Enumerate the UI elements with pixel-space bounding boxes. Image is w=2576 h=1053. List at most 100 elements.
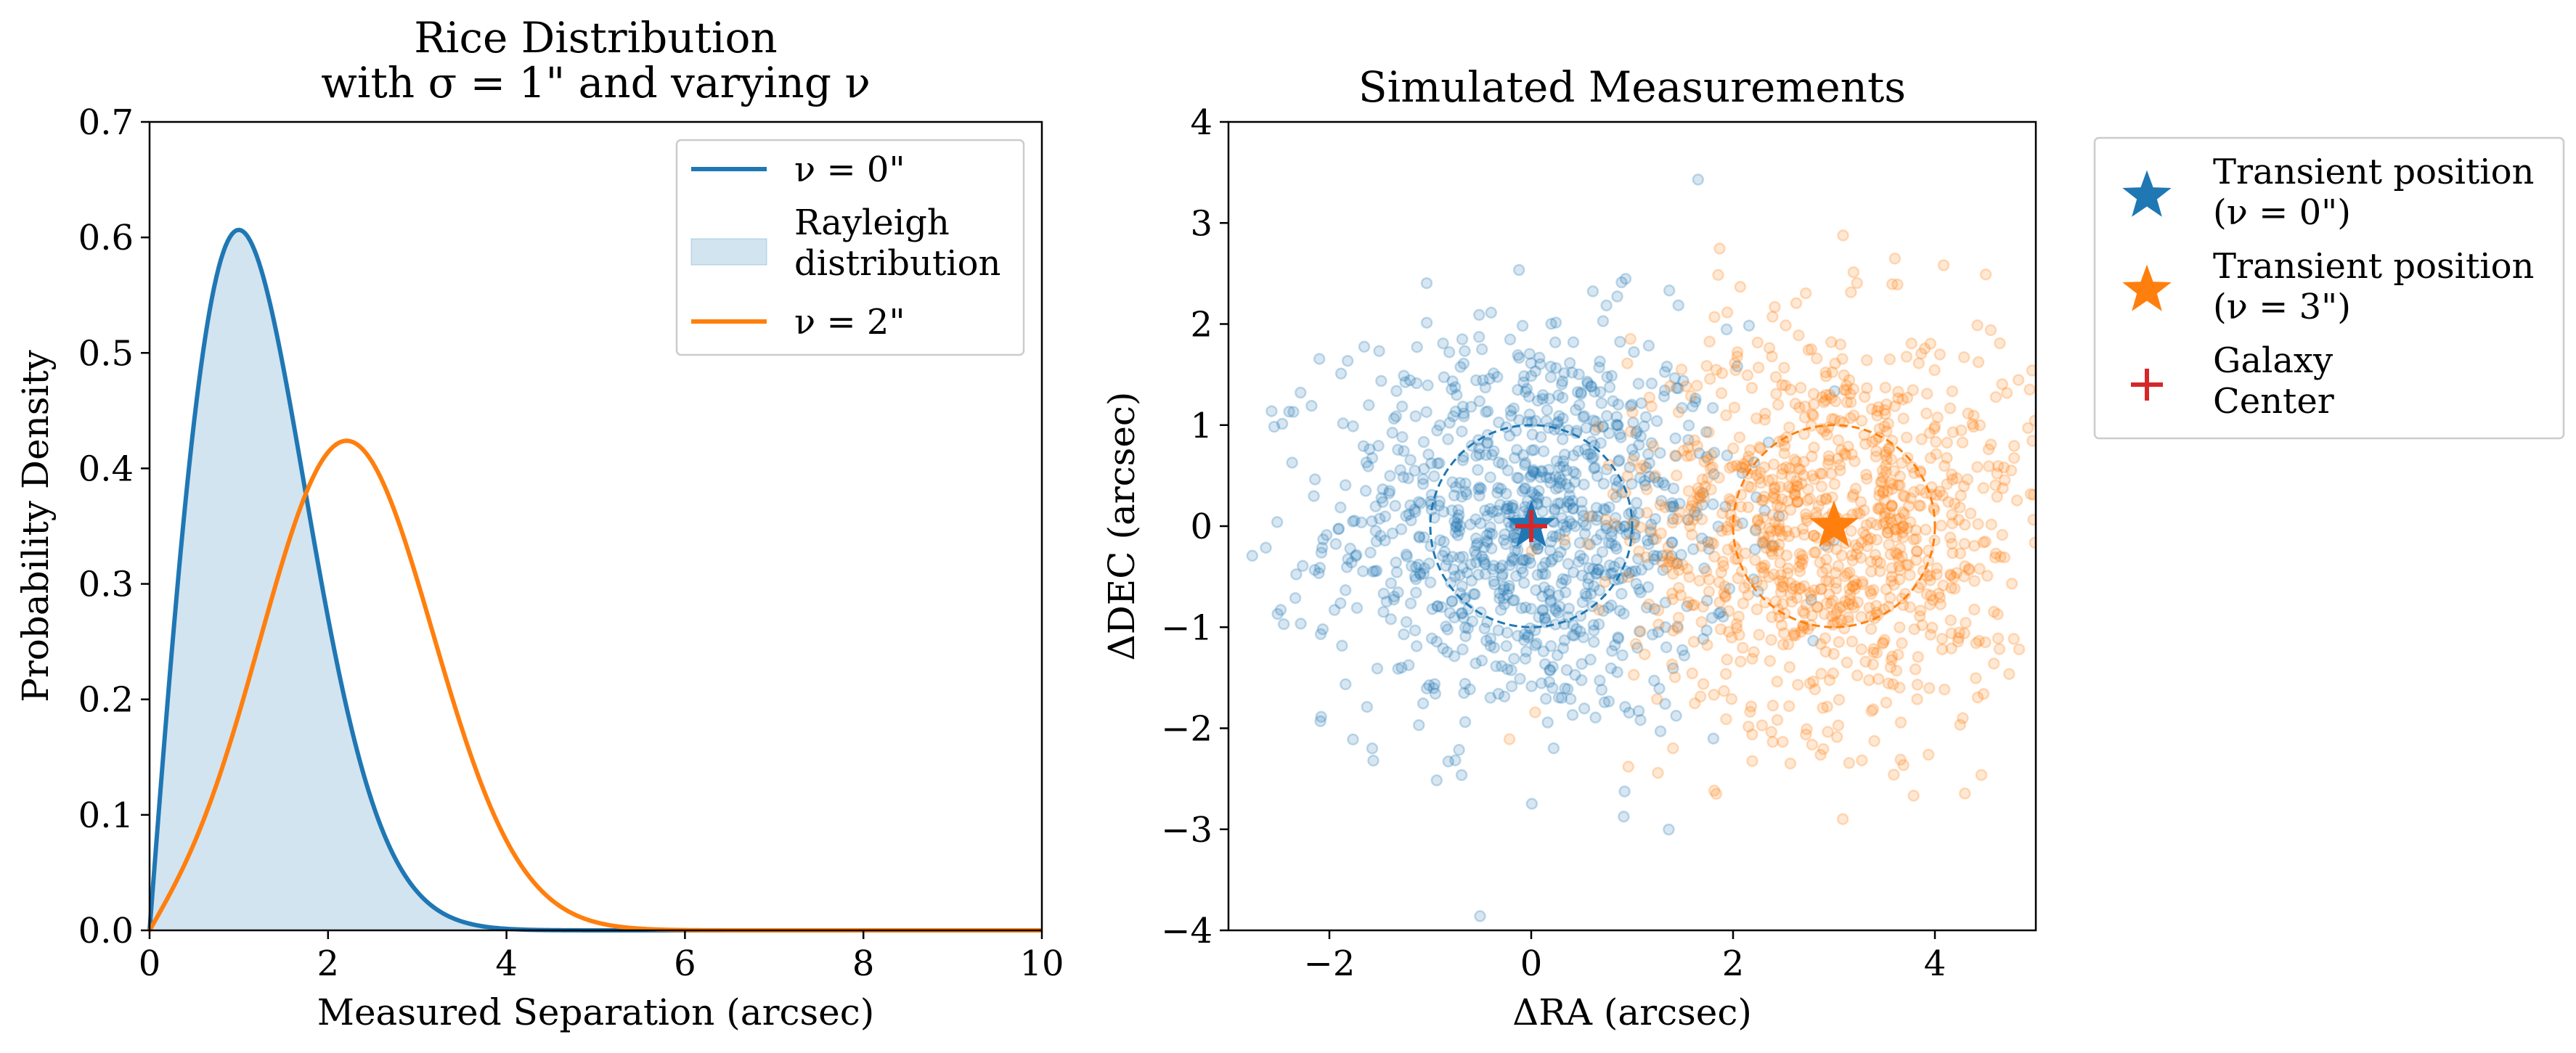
simulated-measurements-panel: Simulated Measurements −2 0 2 4 −4−3−2−1012…: [1101, 62, 2565, 1033]
scatter-point: [1496, 568, 1509, 581]
scatter-point: [1892, 648, 1904, 661]
scatter-point: [1501, 589, 1514, 601]
scatter-point: [1904, 569, 1916, 581]
scatter-point: [1499, 528, 1511, 541]
scatter-point: [1742, 589, 1755, 601]
scatter-point: [1610, 480, 1623, 493]
y-tick-label: −2: [1161, 709, 1212, 750]
scatter-point: [1496, 560, 1509, 572]
scatter-point: [1478, 541, 1491, 554]
scatter-point: [1807, 675, 1819, 688]
scatter-point: [1874, 565, 1886, 578]
scatter-point: [1846, 491, 1859, 503]
scatter-point: [1387, 593, 1401, 606]
scatter-point: [1754, 442, 1767, 455]
legend-entry-transient-nu0-marker: [2122, 170, 2172, 217]
scatter-point: [1838, 384, 1851, 396]
scatter-point: [1339, 479, 1352, 491]
y-axis-label: ΔDEC (arcsec): [1101, 392, 1143, 661]
scatter-point: [1893, 560, 1905, 573]
scatter-point: [1752, 361, 1765, 374]
scatter-point: [1991, 467, 2003, 480]
scatter-point: [1860, 382, 1873, 395]
scatter-point: [1409, 503, 1421, 516]
scatter-point: [1412, 558, 1425, 571]
scatter-point: [1211, 496, 1221, 507]
scatter-point: [1938, 459, 1951, 472]
scatter-point: [1663, 284, 1676, 297]
scatter-point: [1659, 697, 1671, 710]
scatter-point: [1686, 667, 1699, 680]
scatter-point: [1641, 507, 1653, 519]
scatter-point: [1438, 371, 1451, 384]
scatter-point: [1924, 451, 1937, 464]
scatter-point: [1382, 487, 1395, 500]
scatter-point: [1443, 607, 1456, 619]
scatter-point: [1725, 494, 1737, 507]
scatter-point: [1396, 430, 1409, 443]
scatter-point: [1718, 586, 1730, 599]
scatter-point: [1535, 431, 1547, 443]
scatter-point: [1715, 566, 1728, 578]
scatter-point: [1772, 545, 1785, 557]
scatter-point: [1593, 604, 1605, 616]
scatter-point: [1979, 636, 1992, 649]
scatter-point: [1684, 520, 1697, 533]
scatter-point: [1340, 561, 1353, 573]
scatter-point: [1634, 472, 1647, 484]
scatter-point: [1583, 510, 1596, 523]
scatter-point: [1830, 576, 1843, 589]
scatter-point: [1846, 554, 1859, 567]
scatter-point: [1720, 409, 1732, 422]
scatter-point: [1605, 369, 1618, 382]
scatter-point: [1423, 679, 1435, 692]
scatter-point: [1508, 554, 1520, 566]
scatter-point: [1756, 536, 1769, 549]
scatter-point: [1937, 259, 1950, 271]
scatter-point: [1766, 473, 1779, 486]
scatter-point: [1873, 484, 1886, 497]
scatter-point: [1631, 425, 1643, 438]
scatter-point: [1885, 575, 1898, 587]
scatter-point: [1780, 549, 1793, 562]
scatter-point: [1730, 622, 1743, 634]
scatter-point: [2063, 598, 2074, 608]
scatter-point: [1525, 469, 1538, 482]
scatter-point: [1764, 525, 1777, 538]
scatter-point: [1750, 469, 1763, 481]
scatter-point: [1606, 644, 1618, 657]
scatter-point: [1829, 395, 1842, 408]
scatter-point: [1750, 575, 1763, 588]
scatter-point: [1498, 598, 1511, 611]
scatter-point: [1638, 420, 1650, 433]
scatter-point: [1456, 401, 1470, 413]
scatter-point: [1536, 389, 1549, 401]
y-tick-label: 1: [1190, 406, 1212, 446]
scatter-point: [1618, 607, 1630, 620]
scatter-point: [1920, 388, 1933, 400]
scatter-point: [1355, 516, 1368, 529]
x-tick-label: 2: [317, 943, 340, 984]
scatter-point: [1426, 603, 1439, 615]
scatter-point: [1390, 385, 1403, 398]
scatter-point: [1941, 451, 1953, 464]
scatter-point: [1748, 646, 1760, 658]
scatter-point: [1872, 502, 1884, 515]
scatter-point: [1513, 351, 1525, 364]
scatter-point: [1907, 790, 1920, 802]
scatter-point: [1756, 579, 1769, 591]
scatter-point: [1334, 501, 1347, 514]
scatter-point: [1448, 650, 1461, 663]
scatter-point: [1721, 521, 1733, 533]
scatter-point: [1315, 546, 1328, 559]
y-tick-label: 0: [1190, 507, 1212, 547]
scatter-point: [1603, 381, 1616, 393]
scatter-point: [1650, 533, 1663, 546]
scatter-point: [1713, 607, 1725, 620]
scatter-point: [1504, 559, 1516, 572]
scatter-point: [1779, 379, 1792, 392]
scatter-point: [1515, 602, 1528, 615]
scatter-point: [1511, 471, 1523, 484]
scatter-point: [1621, 357, 1634, 369]
scatter-point: [1888, 464, 1901, 478]
